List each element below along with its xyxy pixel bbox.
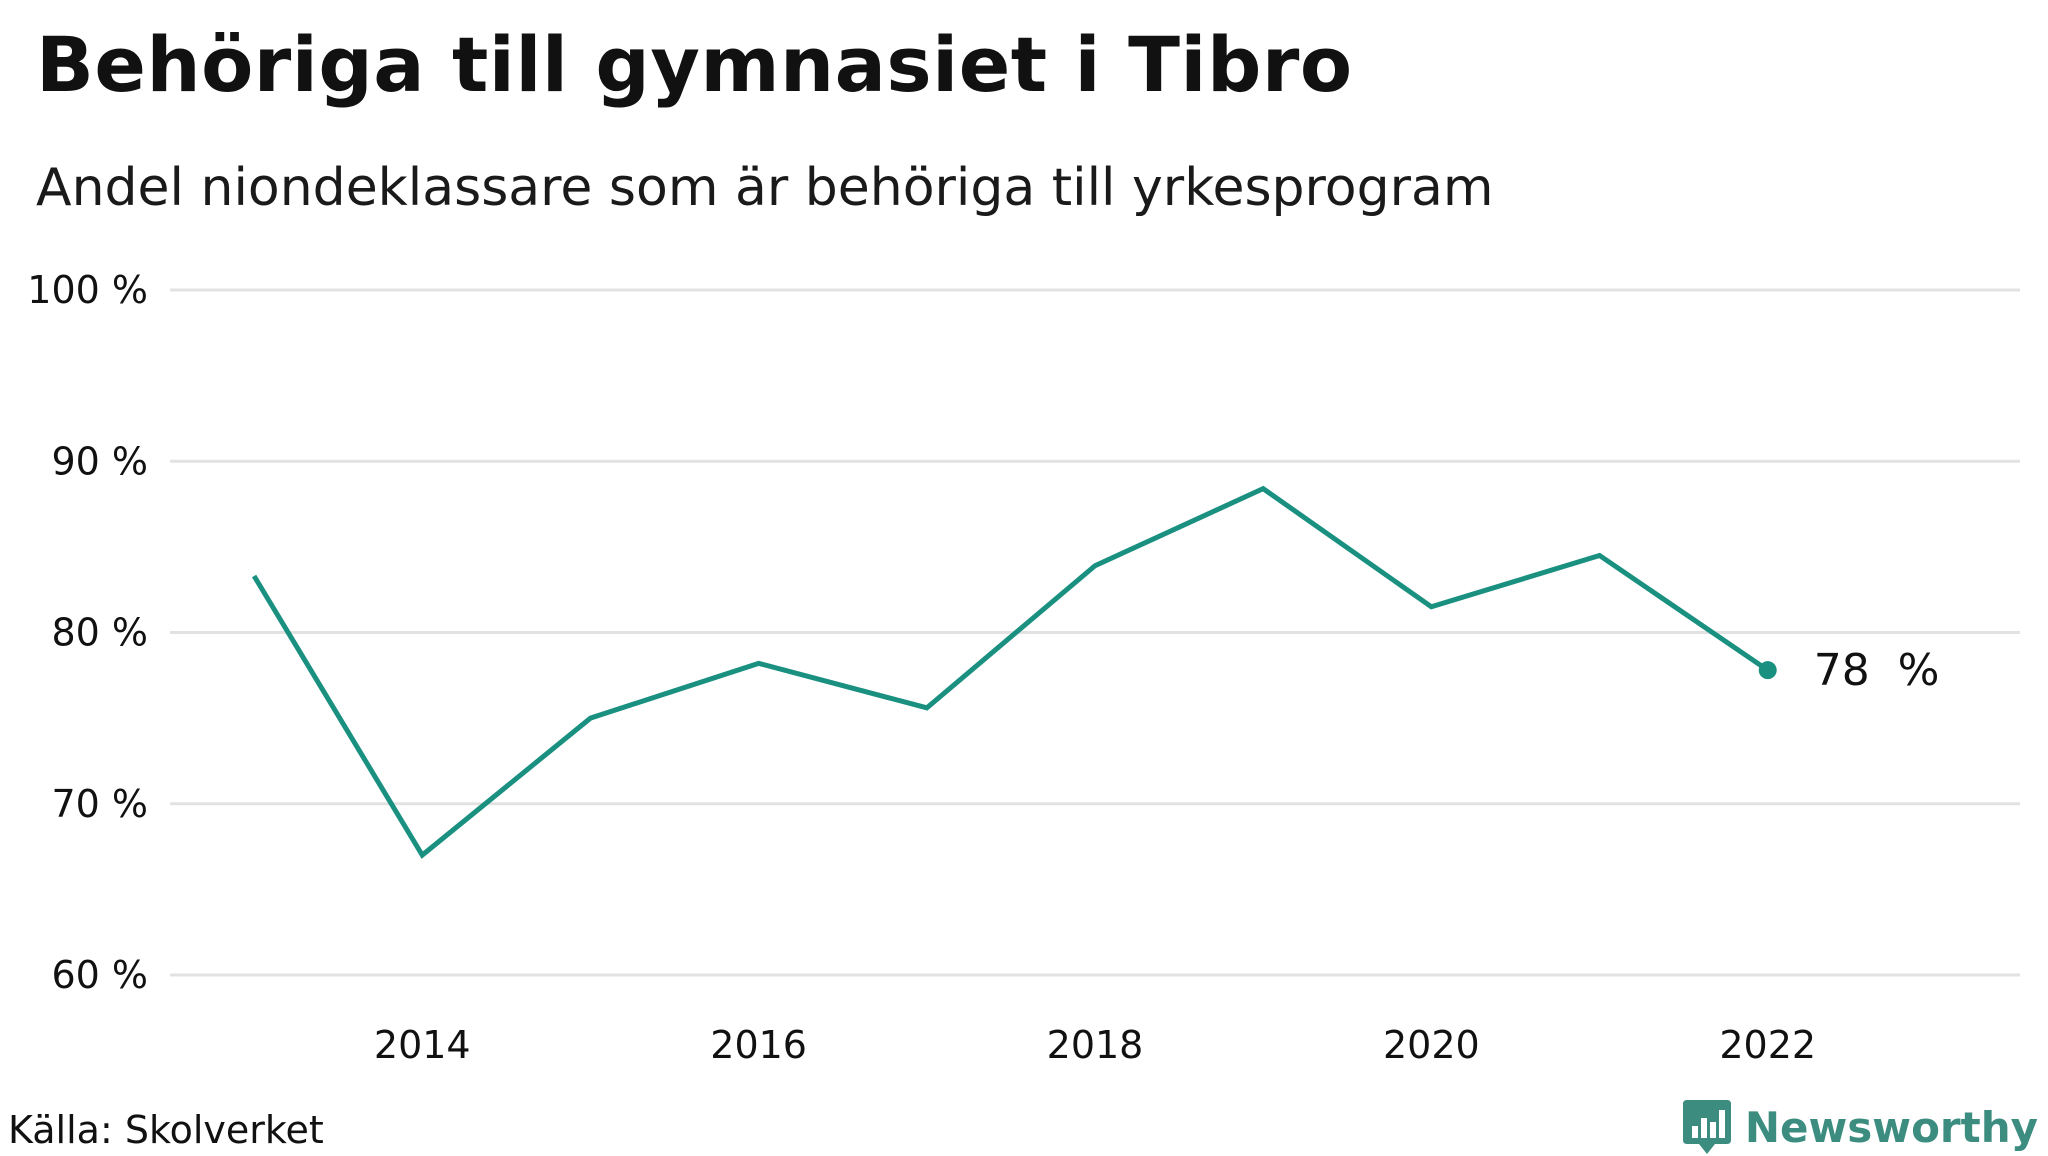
y-tick-label: 70 % (51, 782, 148, 826)
y-tick-label: 90 % (51, 439, 148, 483)
y-tick-label: 100 % (27, 268, 148, 312)
series-line (254, 489, 1768, 855)
x-tick-label: 2018 (1047, 1023, 1144, 1067)
grid-lines (170, 290, 2020, 975)
x-tick-label: 2016 (710, 1023, 807, 1067)
y-tick-label: 60 % (51, 953, 148, 997)
brand-name: Newsworthy (1745, 1103, 2038, 1152)
end-point-marker (1759, 661, 1777, 679)
series-layer: 78 % (254, 489, 1939, 855)
x-tick-label: 2022 (1719, 1023, 1816, 1067)
x-axis-ticks: 2014 2016 2018 2020 2022 (374, 1023, 1816, 1067)
x-tick-label: 2020 (1383, 1023, 1480, 1067)
source-note: Källa: Skolverket (8, 1108, 324, 1152)
bar-chart-bubble-icon (1681, 1098, 1733, 1156)
x-tick-label: 2014 (374, 1023, 471, 1067)
y-tick-label: 80 % (51, 611, 148, 655)
end-value-label: 78 % (1814, 645, 1940, 696)
y-axis-ticks: 60 % 70 % 80 % 90 % 100 % (27, 268, 148, 997)
brand-logo[interactable]: Newsworthy (1681, 1098, 2038, 1156)
